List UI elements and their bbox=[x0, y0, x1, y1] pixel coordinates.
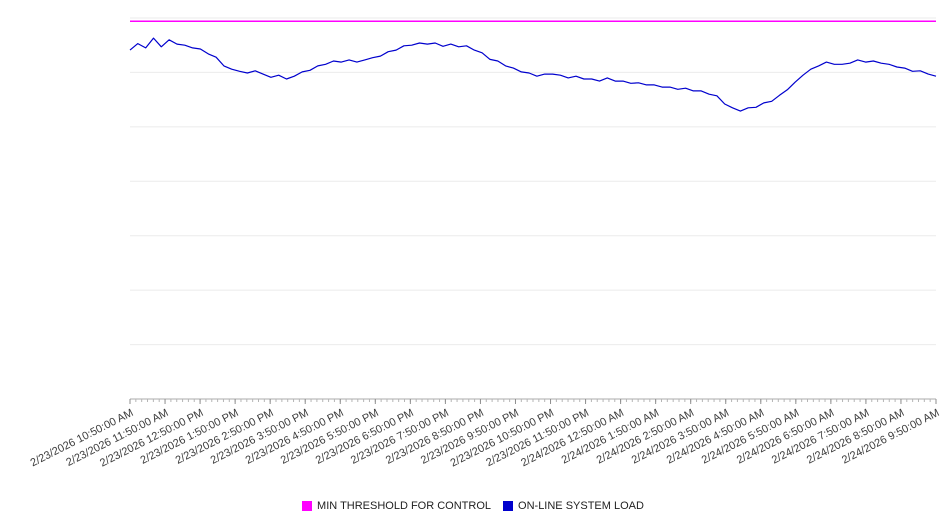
legend-label-min-threshold: MIN THRESHOLD FOR CONTROL bbox=[317, 500, 492, 512]
x-axis: 2/23/2026 10:50:00 AM2/23/2026 11:50:00 … bbox=[29, 399, 941, 470]
legend-item-min-threshold[interactable]: MIN THRESHOLD FOR CONTROL bbox=[302, 500, 491, 512]
min-threshold-swatch-icon bbox=[302, 501, 313, 511]
legend-label-system-load: ON-LINE SYSTEM LOAD bbox=[518, 500, 644, 512]
legend-item-system-load[interactable]: ON-LINE SYSTEM LOAD bbox=[503, 500, 644, 512]
system-load-line bbox=[129, 37, 937, 112]
load-chart-canvas: 2/23/2026 10:50:00 AM2/23/2026 11:50:00 … bbox=[29, 17, 941, 470]
gridlines bbox=[130, 17, 936, 400]
system-load-swatch-icon bbox=[503, 501, 514, 511]
legend: MIN THRESHOLD FOR CONTROL ON-LINE SYSTEM… bbox=[0, 486, 946, 524]
